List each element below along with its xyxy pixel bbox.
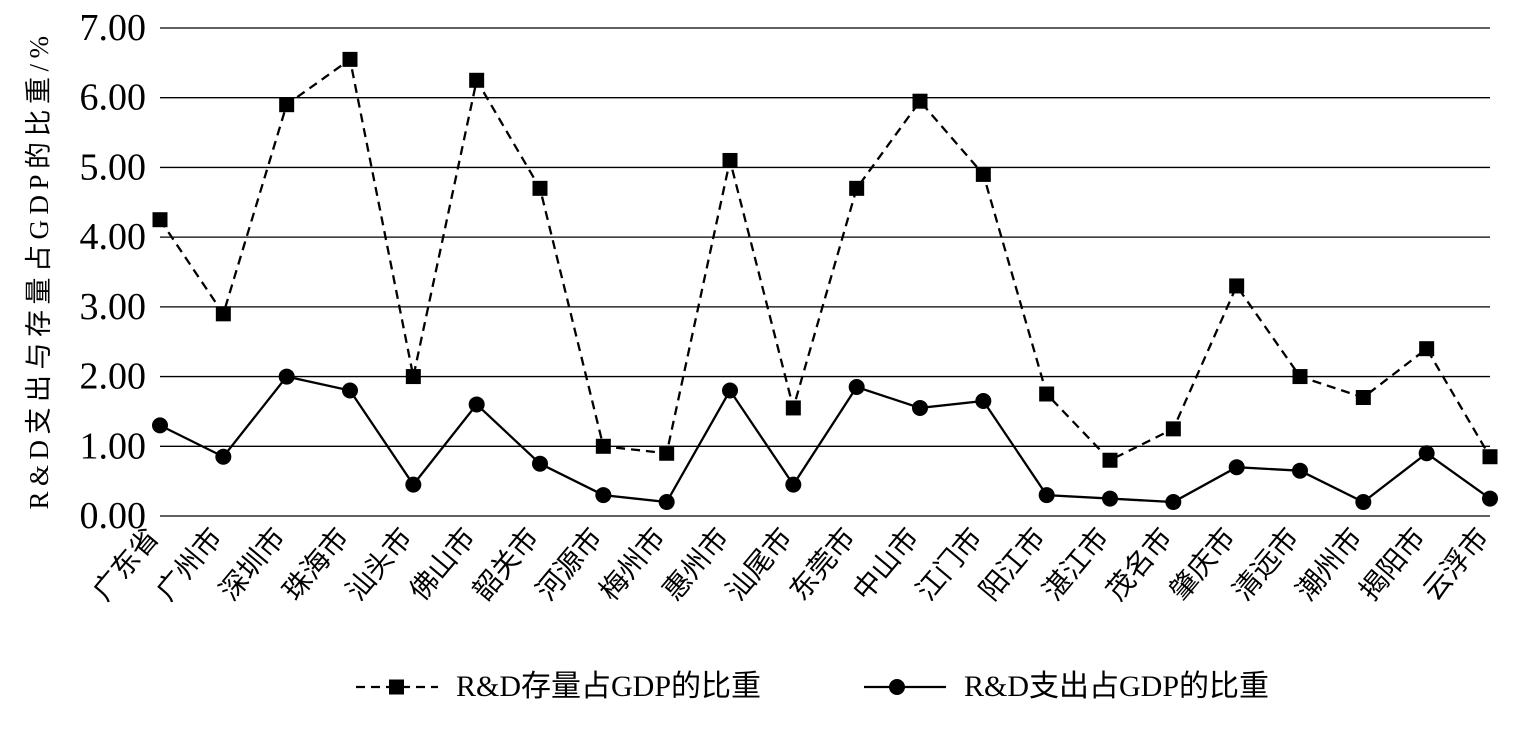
svg-text:中山市: 中山市: [847, 522, 926, 607]
svg-text:佛山市: 佛山市: [404, 522, 483, 607]
svg-text:7.00: 7.00: [80, 7, 147, 49]
svg-text:R&D支出占GDP的比重: R&D支出占GDP的比重: [964, 670, 1269, 703]
svg-text:3.00: 3.00: [80, 286, 147, 328]
svg-text:R&D存量占GDP的比重: R&D存量占GDP的比重: [456, 670, 761, 703]
svg-text:汕尾市: 汕尾市: [720, 522, 799, 607]
svg-text:1.00: 1.00: [80, 425, 147, 467]
svg-text:揭阳市: 揭阳市: [1354, 522, 1433, 607]
svg-text:东莞市: 东莞市: [784, 522, 863, 607]
svg-text:韶关市: 韶关市: [467, 522, 546, 607]
svg-text:惠州市: 惠州市: [657, 522, 736, 607]
svg-text:肇庆市: 肇庆市: [1164, 522, 1243, 607]
svg-text:阳江市: 阳江市: [974, 522, 1053, 607]
svg-text:6.00: 6.00: [80, 77, 147, 119]
svg-text:5.00: 5.00: [80, 146, 147, 188]
svg-text:江门市: 江门市: [910, 522, 989, 607]
svg-text:4.00: 4.00: [80, 216, 147, 258]
svg-text:2.00: 2.00: [80, 356, 147, 398]
svg-text:珠海市: 珠海市: [277, 522, 356, 607]
svg-text:广州市: 广州市: [150, 522, 229, 607]
svg-text:茂名市: 茂名市: [1100, 522, 1179, 607]
svg-text:云浮市: 云浮市: [1417, 522, 1496, 607]
svg-text:河源市: 河源市: [530, 522, 609, 607]
svg-text:潮州市: 潮州市: [1290, 522, 1369, 607]
svg-text:深圳市: 深圳市: [214, 522, 293, 607]
svg-text:清远市: 清远市: [1227, 522, 1306, 607]
svg-text:梅州市: 梅州市: [594, 522, 673, 607]
svg-text:湛江市: 湛江市: [1037, 522, 1116, 607]
svg-text:汕头市: 汕头市: [340, 522, 419, 607]
